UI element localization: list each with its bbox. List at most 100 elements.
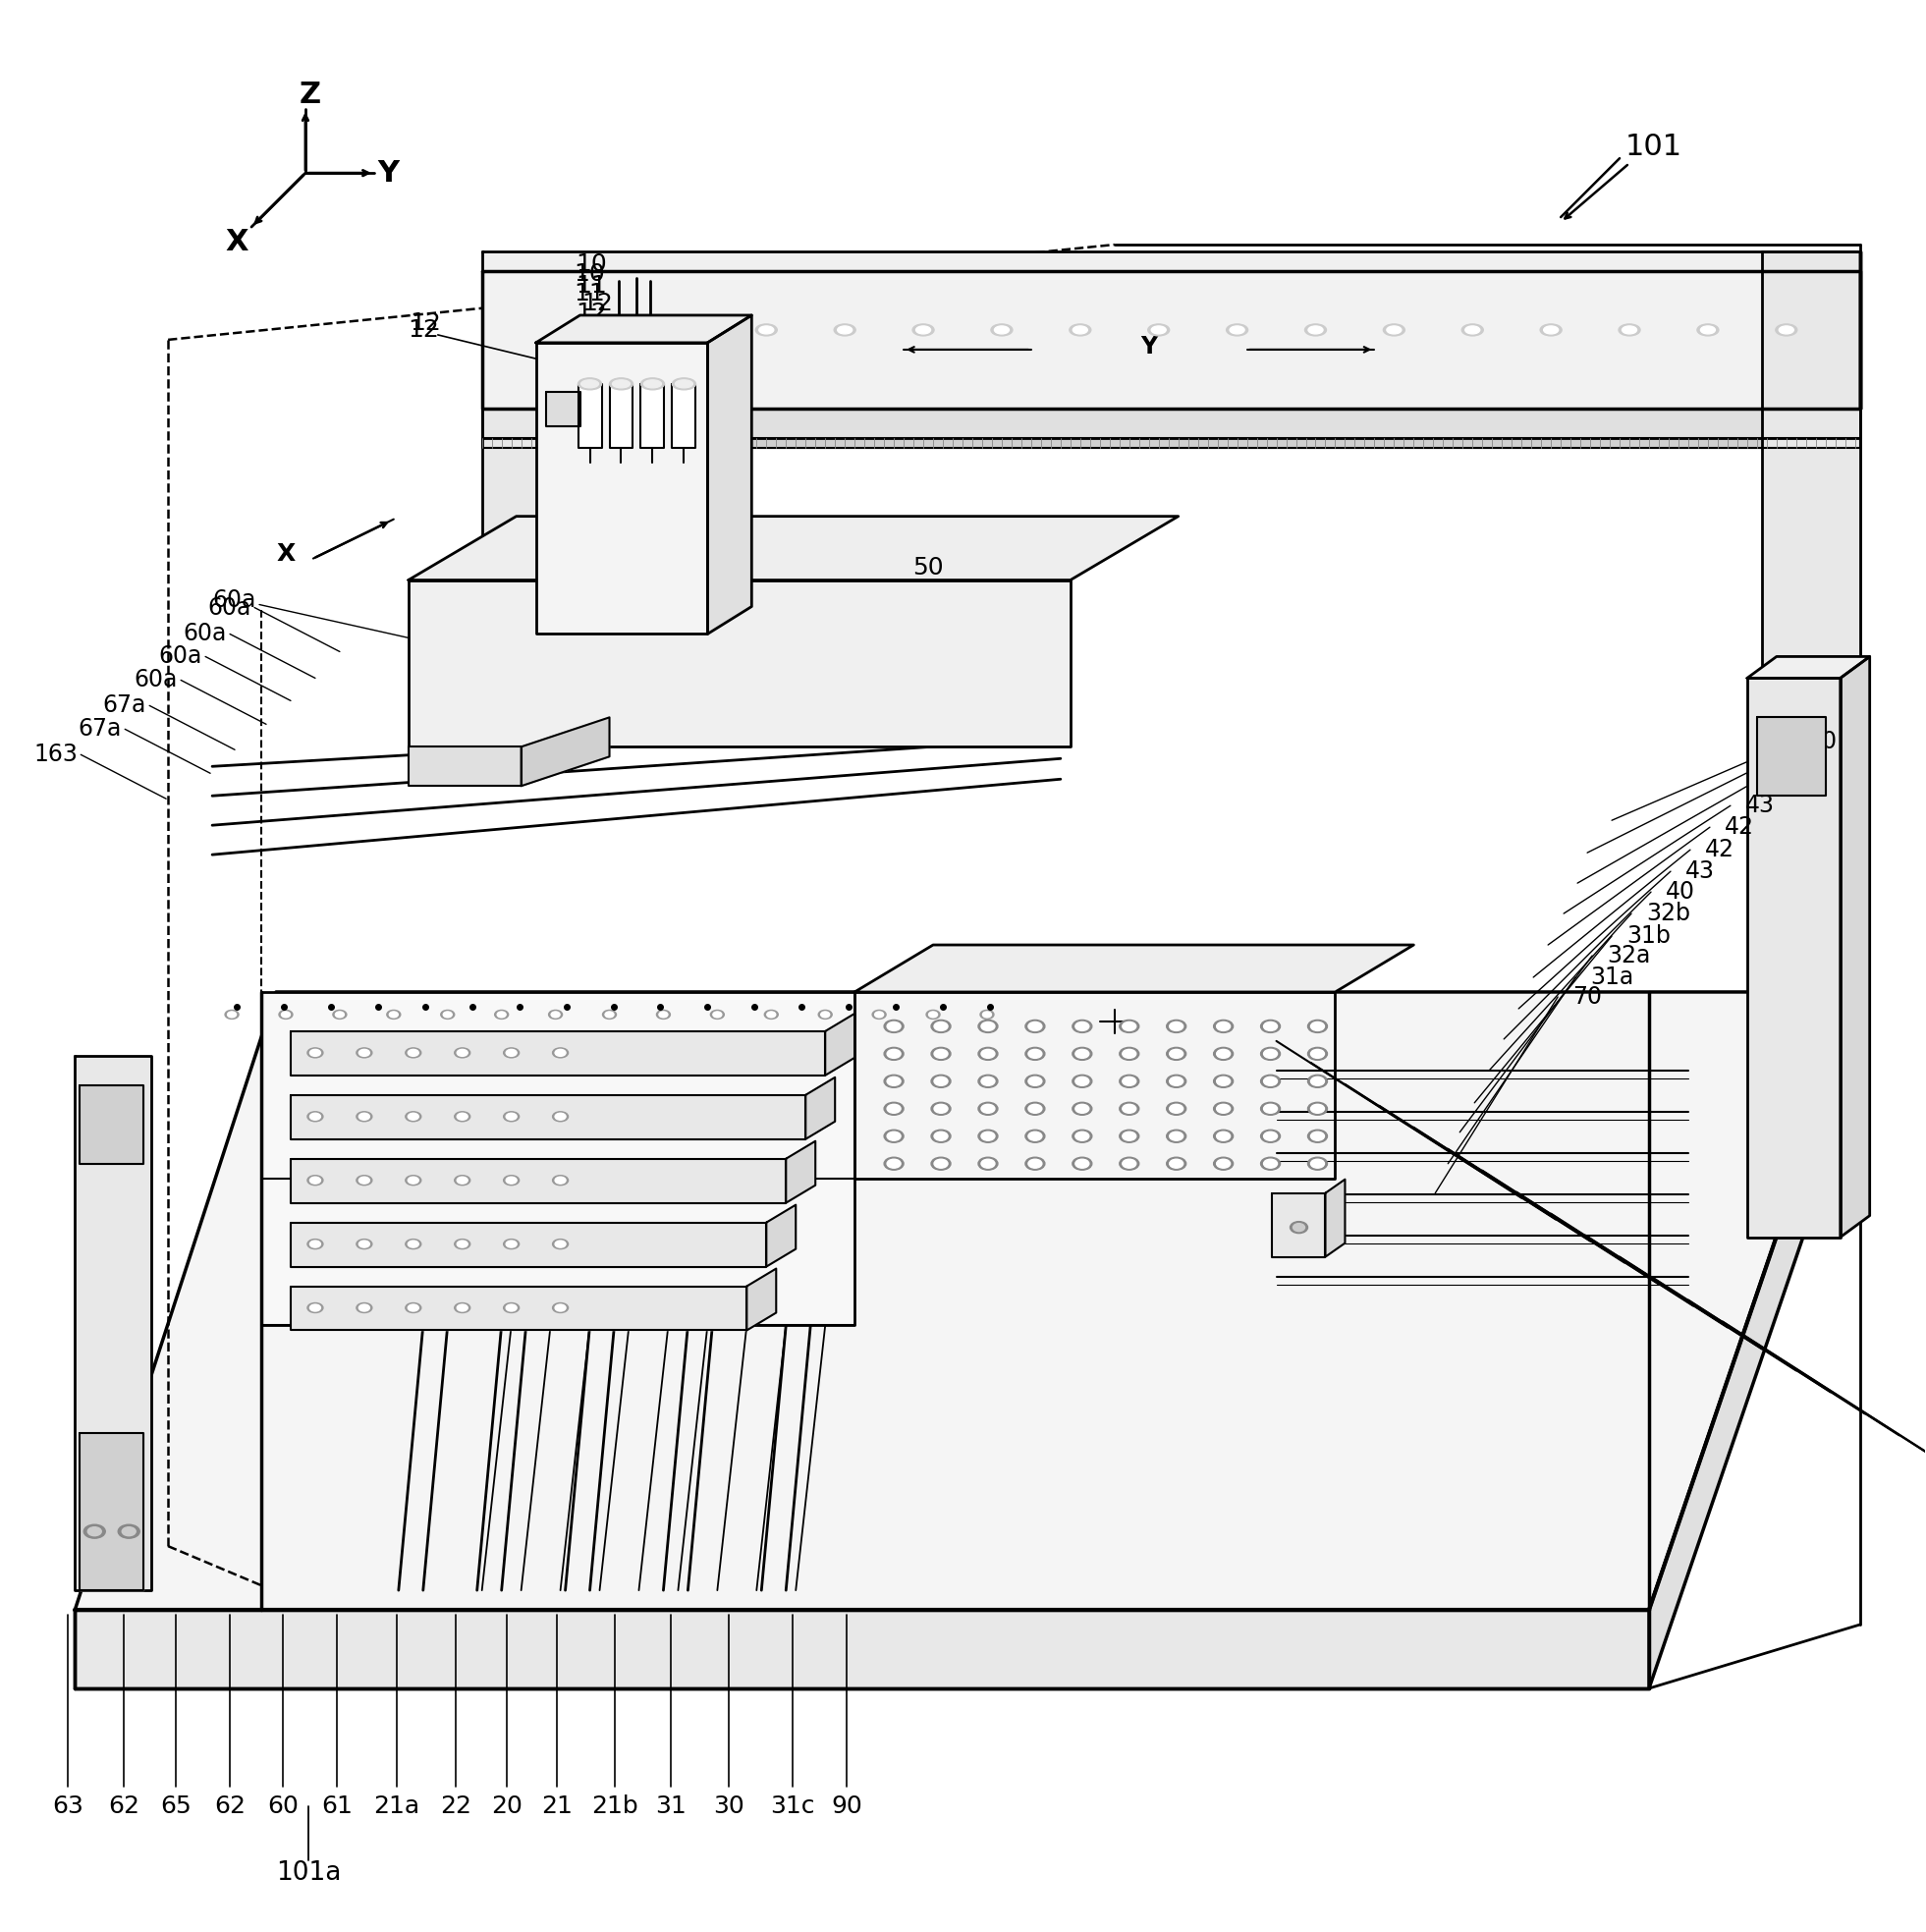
Ellipse shape <box>1028 1076 1042 1086</box>
Ellipse shape <box>1169 1159 1183 1169</box>
Ellipse shape <box>755 325 778 336</box>
Ellipse shape <box>1263 1022 1277 1032</box>
Ellipse shape <box>1119 1103 1138 1115</box>
Ellipse shape <box>888 1132 901 1140</box>
Ellipse shape <box>1308 1130 1327 1142</box>
Ellipse shape <box>928 1012 938 1018</box>
Ellipse shape <box>503 1238 520 1248</box>
Text: 11: 11 <box>574 282 605 305</box>
Ellipse shape <box>1169 1076 1183 1086</box>
Ellipse shape <box>1167 1157 1186 1171</box>
Text: 22: 22 <box>439 1795 472 1818</box>
Ellipse shape <box>1028 1159 1042 1169</box>
Ellipse shape <box>926 1010 940 1018</box>
Text: 41: 41 <box>1764 773 1793 796</box>
Ellipse shape <box>495 1010 508 1018</box>
Polygon shape <box>75 991 1861 1609</box>
Ellipse shape <box>1025 1130 1046 1142</box>
Polygon shape <box>482 270 1861 408</box>
Ellipse shape <box>1025 1047 1046 1061</box>
Text: 65: 65 <box>160 1795 191 1818</box>
Ellipse shape <box>992 325 1013 336</box>
Ellipse shape <box>1308 1047 1327 1061</box>
Ellipse shape <box>820 1012 830 1018</box>
Ellipse shape <box>308 1047 324 1057</box>
Ellipse shape <box>308 1175 324 1184</box>
Polygon shape <box>535 342 707 634</box>
Ellipse shape <box>356 1111 372 1121</box>
Ellipse shape <box>507 1177 516 1184</box>
Polygon shape <box>482 408 580 668</box>
Ellipse shape <box>982 1012 992 1018</box>
Ellipse shape <box>389 1012 399 1018</box>
Ellipse shape <box>603 1010 616 1018</box>
Ellipse shape <box>980 1159 996 1169</box>
Ellipse shape <box>1073 1047 1092 1061</box>
Ellipse shape <box>553 1111 568 1121</box>
Ellipse shape <box>1123 1049 1136 1059</box>
Ellipse shape <box>605 1012 614 1018</box>
Ellipse shape <box>358 1113 370 1121</box>
Ellipse shape <box>507 1113 516 1121</box>
Ellipse shape <box>1262 1157 1281 1171</box>
Ellipse shape <box>1618 325 1641 336</box>
Ellipse shape <box>978 1074 998 1088</box>
Text: 21: 21 <box>541 1795 572 1818</box>
Ellipse shape <box>930 1157 951 1171</box>
Text: 62: 62 <box>108 1795 141 1818</box>
Ellipse shape <box>888 1076 901 1086</box>
Ellipse shape <box>978 1020 998 1034</box>
Ellipse shape <box>308 1302 324 1312</box>
Ellipse shape <box>308 1111 324 1121</box>
Text: 50: 50 <box>913 556 944 580</box>
Ellipse shape <box>1025 1020 1046 1034</box>
Ellipse shape <box>1213 1020 1233 1034</box>
Text: 32b: 32b <box>1647 902 1691 925</box>
Ellipse shape <box>1119 1074 1138 1088</box>
Text: 11: 11 <box>576 274 607 298</box>
Ellipse shape <box>553 1175 568 1184</box>
Ellipse shape <box>1262 1103 1281 1115</box>
Ellipse shape <box>1387 327 1402 334</box>
Ellipse shape <box>934 1022 948 1032</box>
Polygon shape <box>672 384 695 448</box>
Text: 101a: 101a <box>275 1861 341 1886</box>
Ellipse shape <box>1148 325 1169 336</box>
Polygon shape <box>522 717 609 786</box>
Text: 70: 70 <box>1572 985 1602 1009</box>
Ellipse shape <box>1304 325 1327 336</box>
Ellipse shape <box>1075 1076 1088 1086</box>
Ellipse shape <box>1213 1074 1233 1088</box>
Text: 42: 42 <box>1705 838 1735 862</box>
Polygon shape <box>1762 668 1861 707</box>
Ellipse shape <box>1075 1132 1088 1140</box>
Ellipse shape <box>455 1111 470 1121</box>
Ellipse shape <box>441 1010 455 1018</box>
Ellipse shape <box>1073 1020 1092 1034</box>
Ellipse shape <box>356 1175 372 1184</box>
Text: 12: 12 <box>582 292 612 315</box>
Polygon shape <box>262 991 855 1325</box>
Ellipse shape <box>1169 1022 1183 1032</box>
Ellipse shape <box>1213 1103 1233 1115</box>
Text: 60a: 60a <box>212 587 256 611</box>
Ellipse shape <box>503 1302 520 1312</box>
Ellipse shape <box>1263 1049 1277 1059</box>
Ellipse shape <box>356 1047 372 1057</box>
Ellipse shape <box>994 327 1009 334</box>
Ellipse shape <box>503 1175 520 1184</box>
Ellipse shape <box>1541 325 1562 336</box>
Ellipse shape <box>980 1105 996 1113</box>
Ellipse shape <box>89 1526 102 1536</box>
Ellipse shape <box>117 1524 141 1538</box>
Ellipse shape <box>1069 325 1090 336</box>
Text: Z: Z <box>299 81 322 108</box>
Ellipse shape <box>888 1105 901 1113</box>
Polygon shape <box>1757 717 1826 796</box>
Ellipse shape <box>356 1238 372 1248</box>
Polygon shape <box>408 516 1179 580</box>
Ellipse shape <box>1119 1047 1138 1061</box>
Ellipse shape <box>1312 1076 1325 1086</box>
Ellipse shape <box>1073 1103 1092 1115</box>
Ellipse shape <box>1312 1049 1325 1059</box>
